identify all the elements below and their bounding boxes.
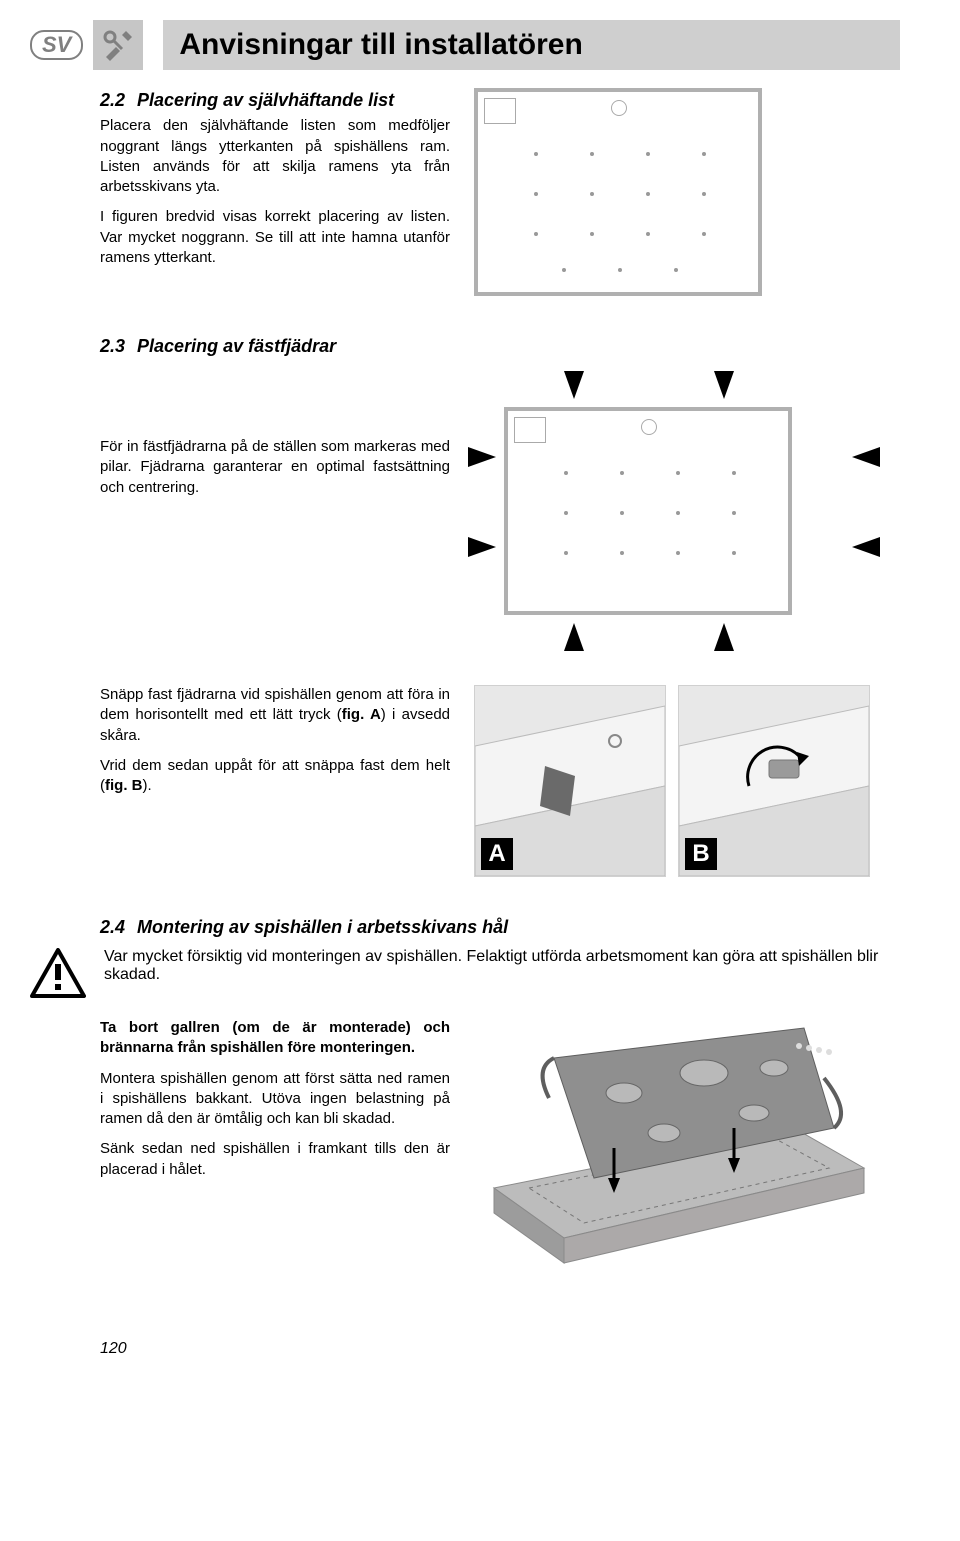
heading-text: Placering av självhäftande list bbox=[137, 90, 394, 110]
figure-2-3-springs bbox=[474, 377, 900, 645]
page-title: Anvisningar till installatören bbox=[163, 20, 900, 70]
heading-num: 2.3 bbox=[100, 336, 125, 356]
heading-num: 2.4 bbox=[100, 917, 125, 937]
heading-2-4: 2.4 Montering av spishällen i arbetsskiva… bbox=[100, 917, 900, 938]
para-2-2-1: Placera den självhäftande listen som med… bbox=[100, 116, 450, 197]
heading-2-2: 2.2 Placering av självhäftande list bbox=[100, 88, 450, 112]
figure-2-4-hob bbox=[474, 1018, 900, 1278]
heading-text: Placering av fästfjädrar bbox=[137, 336, 336, 356]
section-2-3-body2: Snäpp fast fjädrarna vid spishällen geno… bbox=[100, 685, 900, 877]
para-2-2-2: I figuren bredvid visas korrekt placerin… bbox=[100, 207, 450, 268]
figure-label-a: A bbox=[481, 838, 513, 870]
heading-2-3: 2.3 Placering av fästfjädrar bbox=[100, 336, 900, 357]
warning-icon bbox=[30, 948, 86, 998]
section-2-2: 2.2 Placering av självhäftande list Place… bbox=[100, 88, 900, 296]
para-2-3-3: Vrid dem sedan uppåt för att snäppa fast… bbox=[100, 756, 450, 797]
adhesive-strip-diagram bbox=[474, 88, 762, 296]
heading-text: Montering av spishällen i arbetsskivans … bbox=[137, 917, 508, 937]
section-2-3-body1: För in fästfjädrarna på de ställen som m… bbox=[100, 377, 900, 645]
tools-icon bbox=[93, 20, 143, 70]
warning-text: Var mycket försiktig vid monteringen av … bbox=[104, 948, 900, 984]
figure-2-2 bbox=[474, 88, 900, 296]
page-header: SV Anvisningar till installatören bbox=[30, 20, 900, 70]
figure-b: B bbox=[678, 685, 870, 877]
page-number: 120 bbox=[100, 1340, 127, 1358]
figure-label-b: B bbox=[685, 838, 717, 870]
para-2-4-2: Sänk sedan ned spishällen i framkant til… bbox=[100, 1139, 450, 1180]
para-2-4-1: Montera spishällen genom att först sätta… bbox=[100, 1069, 450, 1130]
language-badge: SV bbox=[30, 30, 83, 60]
section-2-4-body: Ta bort gallren (om de är monterade) och… bbox=[100, 1018, 900, 1278]
para-2-3-1: För in fästfjädrarna på de ställen som m… bbox=[100, 437, 450, 498]
warning-row: Var mycket försiktig vid monteringen av … bbox=[30, 948, 900, 998]
figure-2-3-ab: A B bbox=[474, 685, 900, 877]
para-2-3-2: Snäpp fast fjädrarna vid spishällen geno… bbox=[100, 685, 450, 746]
heading-num: 2.2 bbox=[100, 90, 125, 110]
figure-a: A bbox=[474, 685, 666, 877]
para-2-4-bold: Ta bort gallren (om de är monterade) och… bbox=[100, 1018, 450, 1059]
section-2-3: 2.3 Placering av fästfjädrar bbox=[100, 336, 900, 357]
section-2-4: 2.4 Montering av spishällen i arbetsskiva… bbox=[100, 917, 900, 998]
